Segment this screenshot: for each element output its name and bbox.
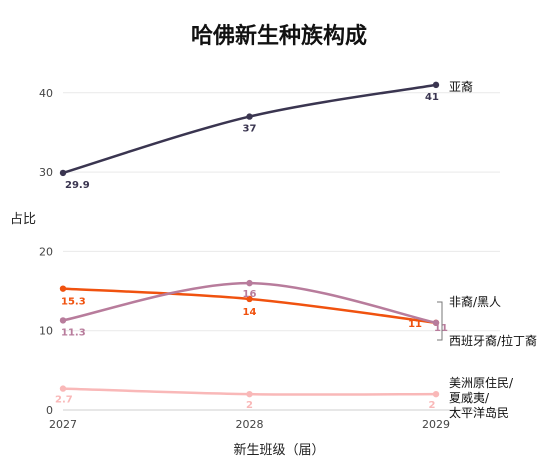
x-tick-label: 2027: [49, 418, 77, 431]
data-point: [246, 295, 253, 303]
data-label: 14: [243, 307, 257, 318]
series-label-native-line: 夏威夷/: [449, 390, 490, 405]
series-label-native-line: 太平洋岛民: [449, 405, 509, 420]
series-label-native-line: 美洲原住民/: [449, 376, 514, 390]
y-tick-label: 30: [39, 166, 53, 179]
series-label-hispanic: 西班牙裔/拉丁裔: [449, 333, 537, 348]
x-tick-label: 2028: [236, 418, 264, 431]
data-point: [432, 81, 440, 89]
data-label: 15.3: [61, 297, 86, 308]
data-point: [432, 390, 440, 398]
y-tick-label: 0: [46, 404, 53, 417]
data-point: [432, 319, 440, 326]
data-label: 37: [243, 124, 257, 135]
data-point: [59, 317, 67, 324]
data-point: [59, 169, 67, 177]
x-tick-label: 2029: [422, 418, 450, 431]
data-label: 11.3: [61, 327, 86, 338]
data-label: 16: [243, 289, 257, 300]
y-tick-label: 20: [39, 245, 53, 258]
data-label: 41: [425, 92, 439, 103]
data-label: 2: [429, 400, 436, 411]
data-label: 11: [434, 323, 448, 334]
data-label: 2.7: [55, 395, 73, 406]
data-point: [59, 285, 67, 292]
data-point: [246, 113, 253, 120]
chart-title: 哈佛新生种族构成: [190, 24, 367, 49]
y-tick-label: 40: [39, 87, 53, 100]
data-point: [246, 390, 253, 398]
data-point: [59, 385, 67, 392]
data-label: 11: [408, 319, 422, 330]
data-point: [246, 279, 253, 287]
x-axis-label: 新生班级（届）: [233, 443, 325, 458]
series-label-black: 非裔/黑人: [449, 294, 501, 309]
data-label: 2: [246, 400, 253, 411]
label-bracket: [437, 301, 443, 341]
data-label: 29.9: [65, 180, 90, 191]
y-tick-label: 10: [39, 325, 53, 338]
series-label-asian: 亚裔: [449, 79, 473, 94]
y-axis-label: 占比: [10, 212, 37, 227]
